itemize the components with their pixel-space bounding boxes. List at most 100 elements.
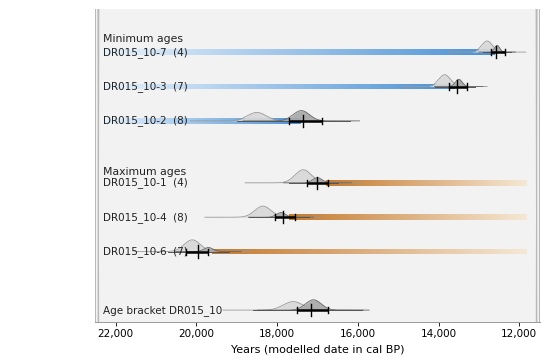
Bar (412, 214, 413, 220)
Bar (380, 180, 381, 186)
Text: Minimum ages: Minimum ages (104, 34, 184, 44)
Bar (494, 214, 495, 220)
Bar (170, 50, 172, 55)
Bar (351, 214, 352, 220)
Bar (339, 84, 341, 89)
Bar (425, 249, 427, 254)
Bar (207, 84, 209, 89)
Bar (105, 84, 107, 89)
Bar (207, 50, 209, 55)
Bar (239, 84, 240, 89)
Bar (217, 118, 218, 124)
Bar (166, 118, 167, 124)
Bar (464, 50, 466, 55)
Bar (214, 118, 215, 124)
Bar (204, 84, 205, 89)
Bar (402, 214, 403, 220)
Bar (513, 249, 515, 254)
Bar (291, 249, 293, 254)
Bar (348, 84, 349, 89)
Bar (335, 180, 336, 186)
Bar (390, 249, 392, 254)
Bar (526, 249, 528, 254)
Bar (173, 118, 174, 124)
Bar (491, 50, 493, 55)
Bar (486, 214, 487, 220)
Bar (494, 249, 496, 254)
Bar (397, 249, 398, 254)
Bar (397, 84, 398, 89)
Bar (178, 50, 180, 55)
Bar (268, 249, 269, 254)
Bar (504, 249, 505, 254)
Bar (260, 50, 262, 55)
Bar (505, 214, 506, 220)
Bar (304, 84, 305, 89)
Bar (138, 50, 141, 55)
Bar (203, 118, 204, 124)
Bar (473, 249, 474, 254)
Bar (468, 214, 469, 220)
Bar (124, 118, 125, 124)
Bar (524, 214, 525, 220)
Bar (350, 180, 351, 186)
Bar (450, 249, 452, 254)
Bar (491, 180, 492, 186)
Bar (305, 249, 307, 254)
Bar (421, 50, 423, 55)
Bar (453, 249, 455, 254)
Bar (311, 84, 312, 89)
Bar (313, 50, 315, 55)
Bar (452, 180, 453, 186)
Bar (129, 118, 130, 124)
Bar (134, 118, 135, 124)
Bar (283, 84, 284, 89)
Bar (480, 214, 481, 220)
Bar (156, 118, 157, 124)
Bar (450, 50, 452, 55)
Bar (229, 118, 230, 124)
Bar (390, 214, 392, 220)
Bar (374, 50, 376, 55)
Bar (516, 214, 517, 220)
Bar (435, 84, 437, 89)
Bar (493, 180, 494, 186)
Bar (505, 249, 507, 254)
Bar (477, 50, 480, 55)
Bar (432, 249, 433, 254)
Bar (360, 84, 362, 89)
Bar (239, 50, 240, 55)
Bar (300, 214, 301, 220)
Bar (219, 118, 220, 124)
Bar (293, 249, 294, 254)
Bar (387, 180, 388, 186)
Bar (511, 180, 512, 186)
Bar (398, 180, 399, 186)
Bar (428, 50, 431, 55)
Bar (428, 84, 430, 89)
Bar (341, 50, 342, 55)
Bar (522, 180, 523, 186)
Bar (196, 118, 197, 124)
FancyBboxPatch shape (95, 0, 540, 364)
Bar (501, 180, 502, 186)
Bar (404, 180, 405, 186)
Bar (491, 249, 493, 254)
Bar (391, 50, 393, 55)
Bar (457, 249, 458, 254)
Bar (419, 180, 420, 186)
Bar (277, 118, 278, 124)
Bar (184, 84, 186, 89)
Bar (438, 214, 439, 220)
Bar (296, 249, 298, 254)
Bar (184, 50, 186, 55)
Bar (468, 180, 469, 186)
Bar (293, 214, 294, 220)
Bar (326, 180, 328, 186)
Bar (245, 118, 246, 124)
Bar (317, 214, 318, 220)
Bar (229, 50, 231, 55)
Bar (223, 50, 225, 55)
Bar (356, 84, 358, 89)
Bar (439, 180, 440, 186)
